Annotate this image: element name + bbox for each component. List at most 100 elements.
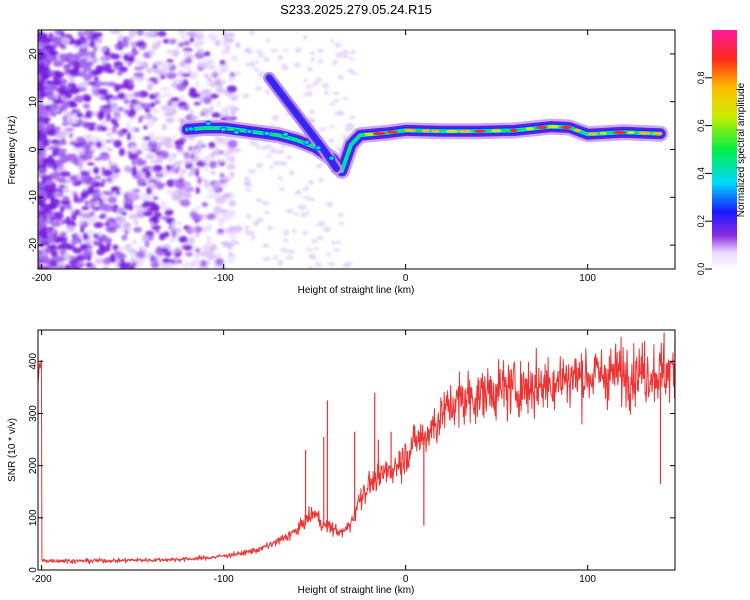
hotspot-mark	[536, 125, 548, 130]
speckle-mark	[191, 259, 203, 267]
speckle-mark	[347, 123, 355, 128]
speckle-mark	[218, 68, 228, 73]
hotspot-mark	[303, 139, 311, 146]
heatmap-x-axis-label: Height of straight line (km)	[298, 285, 415, 296]
snr-y-axis-label: SNR (10 * v/v)	[7, 418, 18, 482]
speckle-mark	[188, 145, 193, 152]
hotspot-mark	[245, 128, 253, 135]
speckle-mark	[102, 107, 112, 115]
speckle-mark	[106, 177, 113, 182]
speckle-mark	[77, 180, 82, 186]
speckle-mark	[190, 208, 196, 214]
speckle-mark	[113, 250, 122, 256]
speckle-mark	[255, 60, 260, 64]
speckle-mark	[111, 109, 122, 114]
speckle-mark	[220, 213, 231, 221]
speckle-mark	[77, 237, 82, 244]
speckle-mark	[315, 223, 320, 227]
speckle-mark	[171, 49, 180, 58]
speckle-mark	[137, 76, 146, 81]
speckle-mark	[133, 205, 144, 209]
speckle-mark	[205, 235, 212, 240]
speckle-mark	[165, 117, 175, 124]
speckle-mark	[103, 50, 111, 57]
speckle-mark	[189, 36, 195, 43]
speckle-mark	[38, 83, 44, 91]
speckle-mark	[38, 152, 46, 157]
speckle-mark	[229, 194, 234, 199]
speckle-mark	[342, 96, 348, 101]
speckle-mark	[50, 221, 56, 226]
speckle-mark	[38, 122, 42, 131]
x-tick-label: 100	[579, 273, 596, 284]
speckle-mark	[38, 42, 43, 47]
speckle-mark	[38, 129, 44, 137]
speckle-mark	[298, 204, 307, 210]
speckle-mark	[132, 165, 137, 174]
speckle-mark	[201, 201, 209, 208]
speckle-mark	[121, 128, 129, 134]
speckle-mark	[151, 225, 162, 231]
speckle-mark	[227, 259, 235, 264]
hotspot-mark	[525, 127, 535, 131]
x-tick-label: 0	[403, 574, 409, 585]
speckle-mark	[309, 51, 316, 56]
speckle-mark	[101, 235, 108, 243]
y-tick-label: 0	[28, 146, 39, 152]
speckle-mark	[156, 39, 162, 45]
speckle-mark	[40, 37, 52, 44]
speckle-mark	[226, 209, 237, 217]
hotspot-mark	[431, 129, 440, 133]
speckle-mark	[199, 259, 208, 267]
speckle-mark	[321, 83, 330, 89]
speckle-mark	[162, 92, 173, 98]
speckle-mark	[100, 178, 107, 185]
speckle-mark	[232, 148, 242, 153]
speckle-mark	[82, 94, 92, 103]
speckle-mark	[331, 59, 338, 66]
speckle-mark	[277, 54, 284, 61]
speckle-mark	[338, 222, 345, 226]
speckle-mark	[195, 205, 200, 211]
speckle-mark	[349, 115, 355, 120]
speckle-mark	[261, 200, 270, 206]
speckle-mark	[118, 66, 128, 73]
speckle-mark	[97, 111, 105, 115]
y-tick-label: -10	[28, 190, 39, 205]
speckle-mark	[188, 87, 197, 94]
speckle-mark	[108, 137, 116, 144]
speckle-mark	[123, 196, 134, 205]
speckle-mark	[47, 56, 58, 61]
speckle-mark	[289, 170, 294, 176]
speckle-mark	[304, 211, 311, 215]
speckle-mark	[100, 126, 108, 132]
speckle-mark	[310, 57, 315, 63]
speckle-mark	[148, 30, 156, 37]
hotspot-mark	[599, 131, 607, 135]
speckle-mark	[176, 83, 186, 91]
speckle-mark	[264, 210, 270, 215]
speckle-mark	[216, 83, 223, 89]
snr-y-ticks: 0 100 200 300 400	[28, 353, 675, 573]
speckle-mark	[81, 60, 87, 69]
speckle-mark	[327, 138, 335, 144]
speckle-mark	[102, 264, 109, 269]
speckle-mark	[152, 142, 159, 148]
speckle-mark	[52, 79, 62, 86]
speckle-mark	[162, 257, 171, 264]
hotspot-mark	[547, 125, 560, 129]
speckle-mark	[59, 171, 71, 178]
speckle-mark	[256, 162, 263, 169]
speckle-mark	[143, 200, 150, 205]
speckle-mark	[337, 74, 344, 80]
speckle-mark	[71, 213, 77, 221]
speckle-mark	[287, 249, 295, 254]
speckle-mark	[85, 229, 96, 237]
speckle-mark	[204, 180, 210, 189]
hotspot-mark	[386, 130, 398, 134]
speckle-mark	[42, 258, 52, 264]
speckle-mark	[58, 184, 66, 189]
speckle-mark	[309, 109, 316, 114]
speckle-mark	[286, 208, 294, 214]
speckle-mark	[94, 257, 106, 265]
